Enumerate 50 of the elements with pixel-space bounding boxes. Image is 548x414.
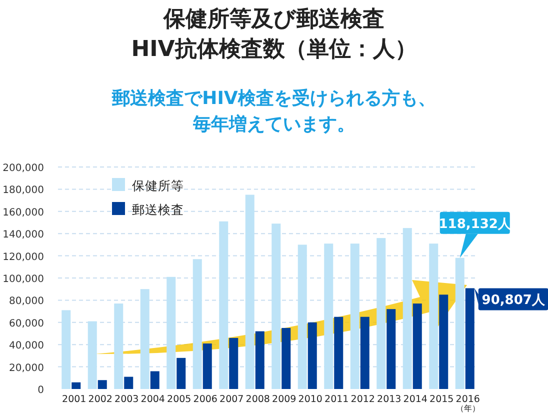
bar bbox=[334, 316, 344, 389]
y-tick-label: 120,000 bbox=[2, 252, 44, 263]
bar bbox=[150, 371, 160, 389]
y-tick-label: 140,000 bbox=[2, 230, 44, 241]
bar bbox=[202, 343, 212, 389]
x-tick-label: 2015 bbox=[430, 394, 454, 405]
y-tick-label: 200,000 bbox=[2, 163, 44, 174]
chart-subtitle: 郵送検査でHIV検査を受けられる方も、毎年増えています。 bbox=[111, 88, 436, 135]
bar bbox=[124, 376, 134, 389]
x-tick-label: 2009 bbox=[272, 394, 296, 405]
x-tick-label: 2004 bbox=[140, 394, 165, 405]
x-tick-label: 2010 bbox=[298, 394, 322, 405]
bar bbox=[176, 358, 186, 389]
chart-title: 保健所等及び郵送検査 HIV抗体検査数（単位：人） bbox=[131, 7, 417, 62]
bar bbox=[439, 294, 448, 389]
bar bbox=[412, 304, 422, 389]
y-tick-label: 40,000 bbox=[9, 340, 44, 352]
y-tick-label: 160,000 bbox=[2, 207, 44, 218]
bar bbox=[229, 338, 238, 389]
bar bbox=[282, 328, 291, 389]
bar bbox=[360, 316, 370, 389]
x-axis-title: （年） bbox=[456, 404, 480, 413]
bar bbox=[465, 288, 474, 389]
x-tick-label: 2001 bbox=[62, 394, 86, 405]
x-tick-label: 2002 bbox=[88, 394, 112, 405]
y-tick-label: 80,000 bbox=[9, 296, 44, 308]
y-tick-label: 100,000 bbox=[2, 274, 44, 285]
y-tick-label: 180,000 bbox=[2, 185, 44, 196]
x-tick-label: 2014 bbox=[403, 394, 428, 405]
y-tick-label: 20,000 bbox=[9, 362, 44, 374]
legend-label: 保健所等 bbox=[132, 178, 184, 193]
bar bbox=[386, 309, 396, 389]
x-tick-label: 2011 bbox=[324, 394, 349, 405]
x-tick-label: 2016 bbox=[456, 394, 480, 405]
x-tick-label: 2008 bbox=[246, 394, 270, 405]
bar bbox=[98, 380, 107, 389]
x-tick-label: 2012 bbox=[350, 394, 375, 405]
bar bbox=[308, 322, 317, 389]
bar bbox=[72, 382, 81, 389]
x-tick-label: 2003 bbox=[114, 394, 139, 405]
x-tick-label: 2007 bbox=[220, 394, 244, 405]
data-label: 90,807人 bbox=[482, 293, 546, 308]
y-tick-label: 60,000 bbox=[9, 318, 44, 330]
legend-label: 郵送検査 bbox=[132, 202, 184, 217]
bar bbox=[255, 331, 264, 389]
x-tick-label: 2006 bbox=[193, 394, 218, 405]
data-label: 118,132人 bbox=[438, 216, 512, 232]
y-tick-label: 0 bbox=[38, 385, 44, 396]
x-tick-label: 2013 bbox=[377, 394, 402, 405]
x-tick-label: 2005 bbox=[167, 394, 192, 405]
